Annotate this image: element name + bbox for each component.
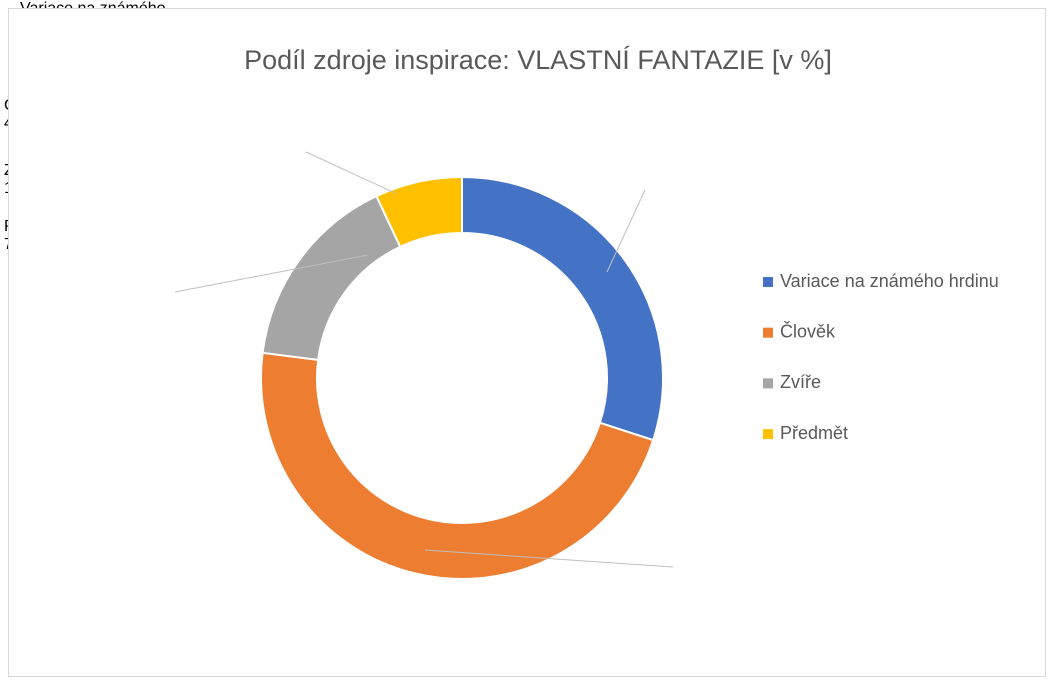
chart-border [8, 8, 1046, 677]
leader-line [174, 254, 369, 293]
legend-marker [763, 327, 773, 338]
legend-marker [763, 277, 773, 287]
donut-segment [375, 175, 463, 249]
chart-title: Podíl zdroje inspirace: VLASTNÍ FANTAZIE… [244, 45, 832, 75]
legend-marker [763, 378, 773, 389]
legend-marker [763, 429, 773, 440]
legend-label: Předmět [780, 423, 848, 443]
donut-segment [260, 351, 655, 580]
leader-line [305, 151, 396, 194]
legend-label: Člověk [780, 320, 836, 341]
donut-segment [461, 175, 664, 442]
leader-line [606, 189, 646, 273]
legend-label: Zvíře [780, 372, 821, 392]
leader-line [424, 549, 674, 568]
legend-label: Variace na známého hrdinu [780, 271, 999, 291]
